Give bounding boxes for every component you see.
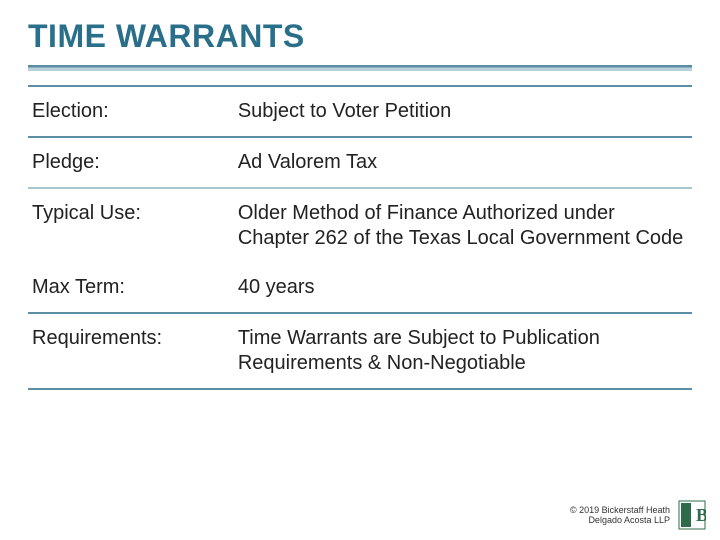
row-value: Subject to Voter Petition [234,86,692,137]
company-logo-icon: B [678,500,706,530]
row-value: Older Method of Finance Authorized under… [234,188,692,263]
footer: © 2019 Bickerstaff Heath Delgado Acosta … [570,500,706,530]
row-label: Typical Use: [28,188,234,263]
title-underline [28,65,692,71]
table-row: Requirements: Time Warrants are Subject … [28,313,692,389]
row-label: Requirements: [28,313,234,389]
svg-text:B: B [696,505,706,525]
page-title: TIME WARRANTS [0,0,720,65]
copyright-line1: © 2019 Bickerstaff Heath [570,505,670,515]
row-value: Ad Valorem Tax [234,137,692,188]
table-row: Election: Subject to Voter Petition [28,86,692,137]
table-row: Pledge: Ad Valorem Tax [28,137,692,188]
table-row: Typical Use: Older Method of Finance Aut… [28,188,692,263]
copyright-line2: Delgado Acosta LLP [588,515,670,525]
row-label: Max Term: [28,263,234,313]
row-value: 40 years [234,263,692,313]
row-label: Pledge: [28,137,234,188]
row-value: Time Warrants are Subject to Publication… [234,313,692,389]
table-row: Max Term: 40 years [28,263,692,313]
copyright-text: © 2019 Bickerstaff Heath Delgado Acosta … [570,505,670,526]
definition-table: Election: Subject to Voter Petition Pled… [0,79,720,390]
row-label: Election: [28,86,234,137]
